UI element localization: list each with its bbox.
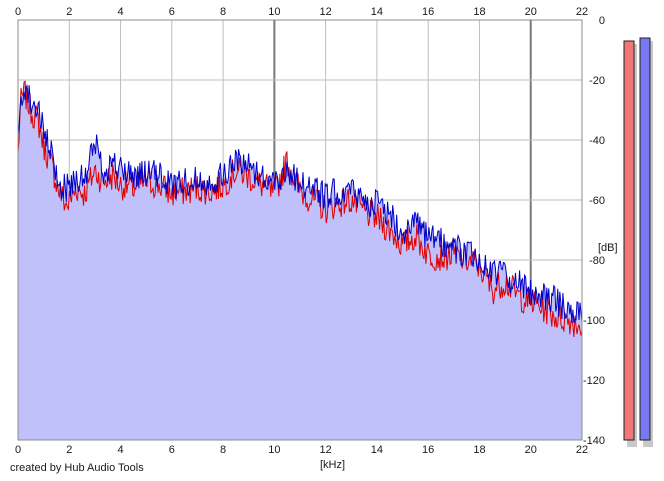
series-layer — [17, 80, 583, 338]
x-tick-label-top: 20 — [525, 6, 537, 18]
x-tick-label-bottom: 18 — [473, 444, 485, 456]
y-tick-label: -20 — [589, 75, 605, 87]
x-tick-label-top: 12 — [320, 6, 332, 18]
plot-border — [17, 19, 583, 441]
y-tick-label: -120 — [583, 375, 605, 387]
x-tick-label-bottom: 0 — [15, 444, 21, 456]
x-axis-bottom-ticks: 0 2 4 6 8 10 12 14 16 18 20 22 — [15, 444, 588, 456]
x-tick-label-bottom: 2 — [66, 444, 72, 456]
x-tick-label-bottom: 22 — [576, 444, 588, 456]
x-tick-label-top: 14 — [371, 6, 383, 18]
x-tick-label-top: 0 — [15, 6, 21, 18]
y-tick-label: -40 — [589, 135, 605, 147]
y-tick-label: -100 — [583, 315, 605, 327]
x-tick-label-bottom: 8 — [220, 444, 226, 456]
x-axis-label: [kHz] — [320, 459, 345, 471]
x-tick-label-top: 16 — [422, 6, 434, 18]
x-tick-label-bottom: 16 — [422, 444, 434, 456]
x-tick-label-top: 6 — [169, 6, 175, 18]
level-meter-left — [623, 40, 635, 441]
spectrum-area-fill — [18, 81, 582, 441]
level-meters — [623, 37, 653, 447]
x-axis-top-ticks: 0 2 4 6 8 10 12 14 16 18 20 22 — [15, 6, 588, 18]
level-meter-right — [639, 37, 651, 441]
y-tick-label: -60 — [589, 195, 605, 207]
x-tick-label-top: 8 — [220, 6, 226, 18]
y-axis-label: [dB] — [598, 242, 618, 254]
y-tick-label: -80 — [589, 255, 605, 267]
x-tick-label-bottom: 10 — [268, 444, 280, 456]
y-tick-label: -140 — [583, 435, 605, 447]
x-tick-label-bottom: 20 — [525, 444, 537, 456]
series-line-2 — [17, 85, 583, 324]
y-axis-ticks: 0 -20 -40 -60 -80 -100 -120 -140 — [583, 15, 605, 447]
x-tick-label-bottom: 6 — [169, 444, 175, 456]
x-tick-label-top: 18 — [473, 6, 485, 18]
x-tick-label-top: 2 — [66, 6, 72, 18]
x-tick-label-bottom: 12 — [320, 444, 332, 456]
y-tick-label: 0 — [599, 15, 605, 27]
credit-caption: created by Hub Audio Tools — [10, 462, 144, 474]
x-tick-label-top: 22 — [576, 6, 588, 18]
x-tick-label-top: 4 — [117, 6, 123, 18]
x-tick-label-top: 10 — [268, 6, 280, 18]
x-tick-label-bottom: 14 — [371, 444, 383, 456]
x-tick-label-bottom: 4 — [117, 444, 123, 456]
